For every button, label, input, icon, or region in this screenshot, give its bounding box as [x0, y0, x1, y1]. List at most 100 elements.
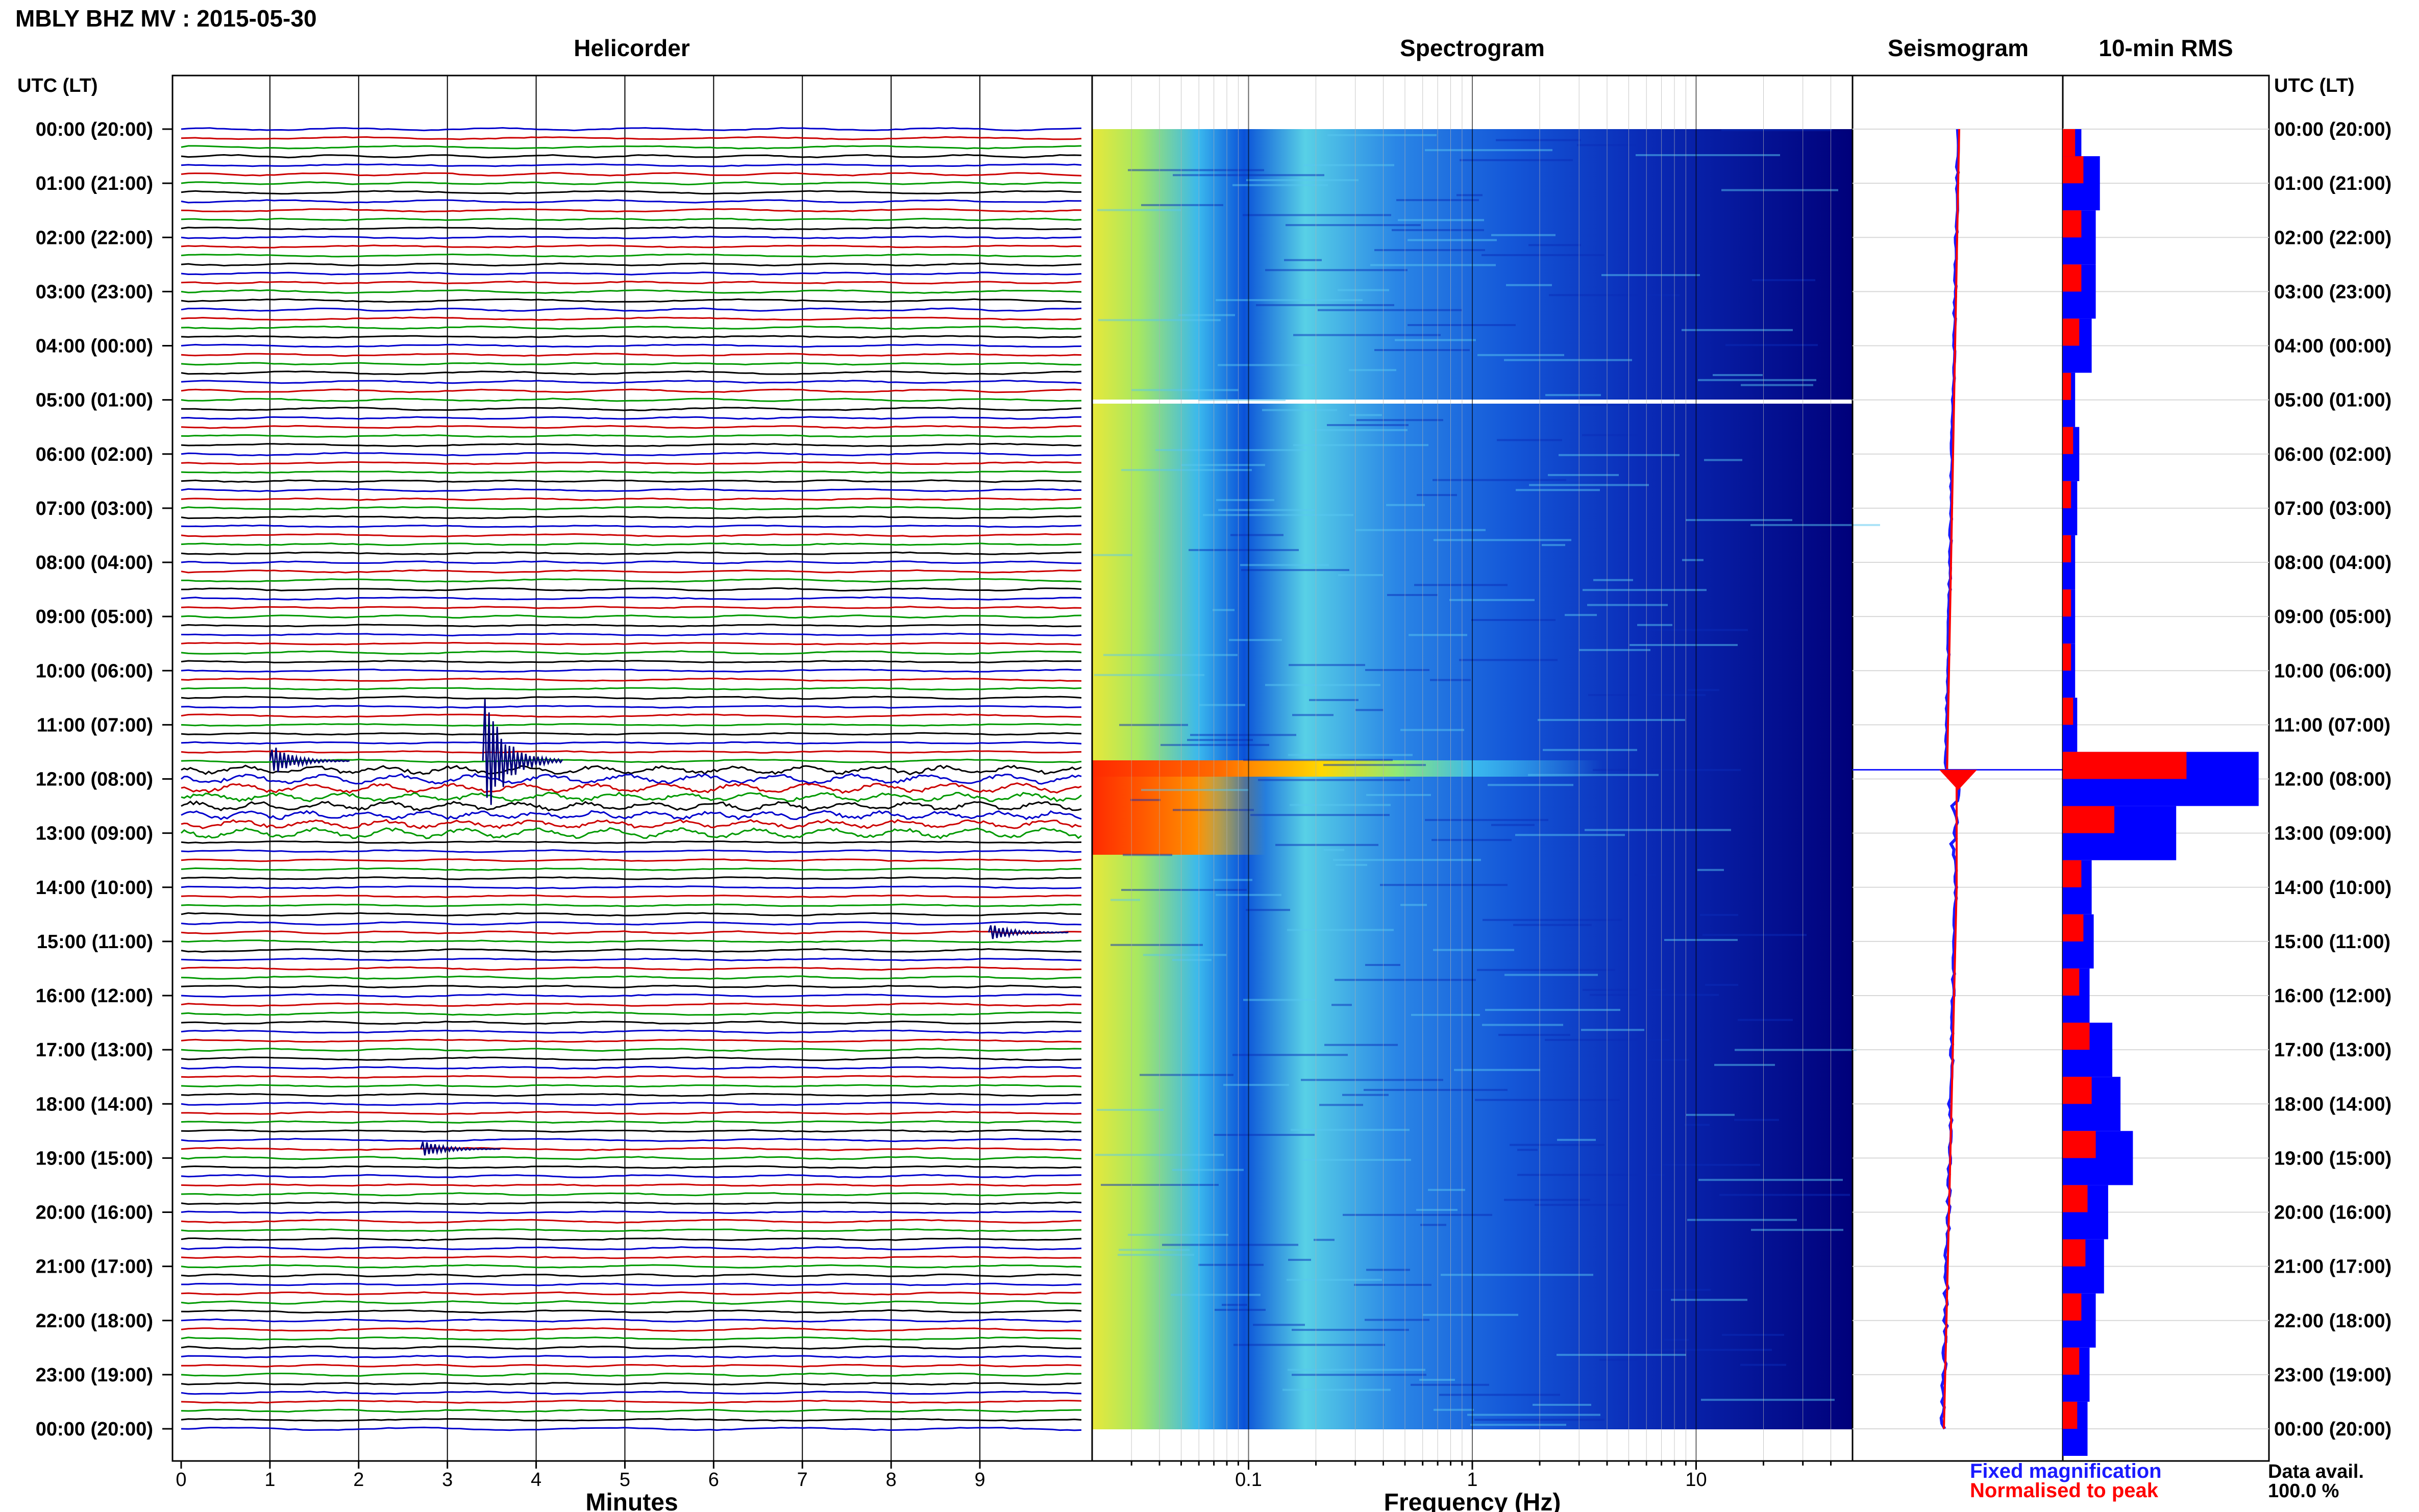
time-label-right: 14:00 (10:00) [2274, 877, 2391, 899]
spectrogram-texture-stripe [1549, 294, 1680, 296]
spectrogram-texture-stripe [1587, 604, 1668, 606]
helicorder-tick-label: 4 [531, 1469, 541, 1491]
spectrogram-texture-stripe [1215, 1308, 1266, 1311]
helicorder-trace [181, 993, 1082, 998]
spectrogram-hot-zone [1092, 776, 1266, 855]
helicorder-trace [181, 1048, 1082, 1052]
helicorder-trace [181, 1210, 1082, 1214]
spectrogram-texture-stripe [1585, 829, 1731, 831]
spectrogram-texture-stripe [1428, 1188, 1465, 1191]
helicorder-tick-label: 7 [797, 1469, 808, 1491]
helicorder-trace [181, 1011, 1082, 1016]
spectrogram-texture-stripe [1425, 819, 1548, 821]
spectrogram-texture-stripe [1155, 449, 1306, 451]
spectrogram-texture-stripe [1517, 1174, 1665, 1176]
time-label-left: 02:00 (22:00) [36, 227, 153, 249]
helicorder-trace [181, 190, 1081, 195]
spectrogram-texture-stripe [1583, 988, 1666, 991]
spectrogram-texture-stripe [1433, 949, 1514, 951]
spectrogram-texture-stripe [1374, 249, 1485, 252]
spectrogram-texture-stripe [1641, 1288, 1711, 1291]
spectrogram-texture-stripe [1548, 474, 1619, 476]
spectrogram-texture-stripe [1292, 1374, 1426, 1376]
spectrogram-texture-stripe [1240, 564, 1329, 566]
spectrogram-texture-stripe [1275, 844, 1378, 846]
spectrogram-texture-stripe [1216, 299, 1363, 302]
spectrogram-texture-stripe [1459, 659, 1558, 661]
time-label-left: 12:00 (08:00) [36, 769, 153, 790]
spectrogram-texture-stripe [1528, 774, 1659, 776]
data-availability-label: Data avail. [2268, 1461, 2364, 1482]
helicorder-trace [181, 1084, 1082, 1088]
helicorder-trace [181, 1273, 1082, 1278]
helicorder-trace [181, 578, 1082, 583]
helicorder-trace [181, 380, 1082, 384]
helicorder-trace [181, 1147, 1082, 1151]
spectrogram-texture-stripe [1365, 669, 1429, 671]
spectrogram-texture-stripe [1417, 494, 1457, 497]
spectrogram-texture-stripe [1119, 1249, 1190, 1251]
helicorder-trace [181, 127, 1082, 132]
helicorder-trace [181, 217, 1082, 221]
seismogram-events [1853, 769, 2063, 790]
helicorder-trace [181, 750, 1082, 754]
spectrogram-texture-stripe [1314, 1238, 1335, 1241]
rms-bar [2063, 860, 2082, 887]
spectrogram-texture-stripe [1460, 159, 1573, 161]
spectrogram-texture-stripe [1356, 419, 1443, 422]
helicorder-tick-label: 8 [886, 1469, 897, 1491]
spectrogram-texture-stripe [1671, 1299, 1747, 1301]
time-label-right: 06:00 (02:00) [2274, 444, 2391, 465]
spectrogram-texture-stripe [1649, 629, 1748, 631]
helicorder-tick-label: 6 [708, 1469, 719, 1491]
helicorder-tick-label: 9 [974, 1469, 985, 1491]
spectrogram-texture-stripe [1528, 244, 1581, 246]
helicorder-trace [181, 1228, 1082, 1232]
spectrogram-texture-stripe [1601, 274, 1700, 277]
helicorder-trace [181, 1002, 1082, 1007]
spectrogram-texture-stripe [1386, 504, 1425, 506]
helicorder-trace [181, 1165, 1082, 1169]
helicorder-trace [181, 289, 1082, 294]
spectrogram-texture-stripe [1416, 1209, 1458, 1211]
helicorder-trace [181, 1102, 1082, 1106]
spectrogram-texture-stripe [1338, 574, 1383, 576]
helicorder-trace [181, 506, 1082, 511]
helicorder-trace [181, 235, 1082, 239]
time-labels-right: 00:00 (20:00) 01:00 (21:00) 02:00 (22:00) 0… [2274, 119, 2391, 1440]
spectrogram-texture-stripe [1262, 409, 1337, 411]
helicorder-traces [180, 127, 1082, 1431]
spectrogram-texture-stripe [1097, 209, 1181, 211]
rms-bar [2063, 1347, 2080, 1375]
rms-bar [2063, 1131, 2096, 1158]
spectrogram-texture-stripe [1579, 404, 1629, 406]
helicorder-trace [181, 885, 1082, 889]
time-label-right: 03:00 (23:00) [2274, 281, 2391, 303]
spectrogram-texture-stripe [1094, 674, 1204, 676]
helicorder-trace [181, 764, 1082, 776]
spectrogram-texture-stripe [1697, 869, 1724, 871]
spectrogram-texture-stripe [1313, 429, 1408, 431]
rms-bar [2063, 318, 2080, 346]
seismogram-panel [1852, 75, 2064, 1462]
spectrogram-texture-stripe [1288, 754, 1413, 756]
time-label-right: 05:00 (01:00) [2274, 390, 2391, 411]
helicorder-trace [181, 1237, 1082, 1242]
spectrogram-texture-stripe [1637, 624, 1672, 626]
helicorder-trace [181, 154, 1082, 159]
spectrogram-texture-stripe [1130, 799, 1161, 801]
spectrogram-texture-stripe [1243, 759, 1393, 761]
helicorder-trace [181, 307, 1082, 312]
spectrogram-texture-stripe [1483, 919, 1622, 921]
helicorder-tick-label: 1 [264, 1469, 275, 1491]
time-label-left: 06:00 (02:00) [36, 444, 153, 465]
time-label-left: 23:00 (19:00) [36, 1365, 153, 1386]
spectrogram-texture-stripe [1171, 1294, 1261, 1296]
helicorder-trace [181, 1291, 1082, 1296]
spectrogram-texture-stripe [1557, 1354, 1686, 1356]
helicorder-trace [181, 773, 1082, 785]
spectrogram-texture-stripe [1162, 1244, 1298, 1246]
spectrogram-texture-stripe [1292, 714, 1334, 716]
helicorder-trace [181, 984, 1082, 988]
